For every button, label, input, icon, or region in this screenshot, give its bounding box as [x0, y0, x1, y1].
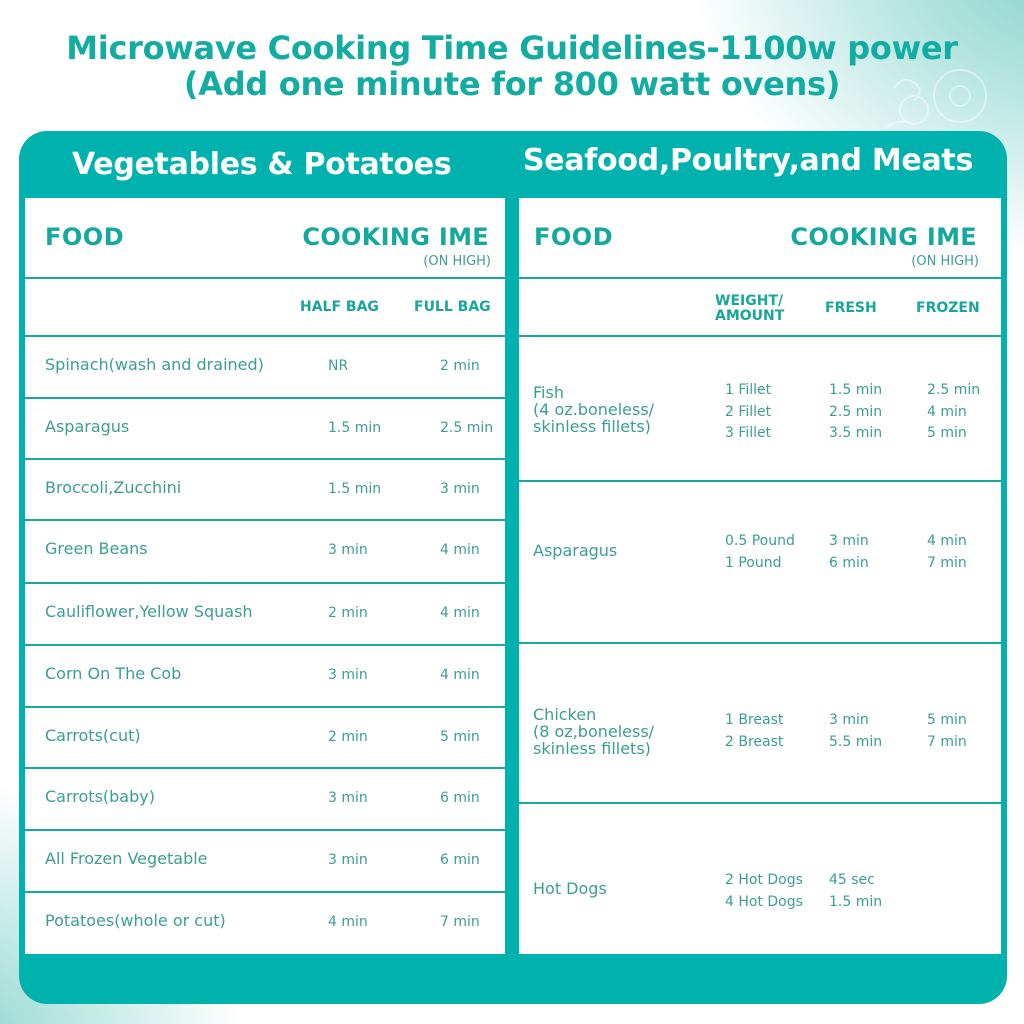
full-bag-time: 2 min — [440, 358, 480, 374]
fresh-header: FRESH — [825, 300, 877, 316]
vegetables-subheader: HALF BAG FULL BAG — [25, 279, 505, 337]
half-bag-time: 3 min — [328, 790, 368, 806]
half-bag-time: 3 min — [328, 542, 368, 558]
full-bag-time: 7 min — [440, 914, 480, 930]
frozen-time-list: 5 min 7 min — [927, 712, 967, 750]
full-bag-header: FULL BAG — [414, 299, 491, 315]
table-row: Green Beans 3 min 4 min — [25, 521, 505, 584]
food-name: Green Beans — [45, 539, 148, 558]
frozen-time-list: 2.5 min 4 min 5 min — [927, 382, 981, 441]
amount-list: 1 Fillet 2 Fillet 3 Fillet — [725, 382, 772, 441]
vegetables-table: FOOD COOKING IME (ON HIGH) HALF BAG FULL… — [25, 198, 505, 954]
table-row: Asparagus 1.5 min 2.5 min — [25, 399, 505, 460]
food-name: Asparagus — [45, 417, 130, 436]
table-row-hot-dogs: Hot Dogs 2 Hot Dogs 4 Hot Dogs 45 sec 1.… — [519, 804, 1001, 954]
food-name: Hot Dogs — [533, 879, 607, 898]
food-column-header: FOOD — [534, 223, 614, 251]
half-bag-time: NR — [328, 358, 349, 374]
title-line-1: Microwave Cooking Time Guidelines-1100w … — [66, 29, 958, 67]
food-name: Fish (4 oz.boneless/ skinless fillets) — [533, 383, 655, 436]
amount-list: 2 Hot Dogs 4 Hot Dogs — [725, 872, 803, 910]
table-row: Cauliflower,Yellow Squash 2 min 4 min — [25, 584, 505, 646]
table-row: Spinach(wash and drained) NR 2 min — [25, 337, 505, 399]
full-bag-time: 4 min — [440, 605, 480, 621]
on-high-note: (ON HIGH) — [423, 254, 491, 269]
half-bag-header: HALF BAG — [300, 299, 379, 315]
full-bag-time: 6 min — [440, 852, 480, 868]
full-bag-time: 4 min — [440, 542, 480, 558]
amount-list: 0.5 Pound 1 Pound — [725, 533, 795, 571]
table-row-chicken: Chicken (8 oz,boneless/ skinless fillets… — [519, 644, 1001, 804]
table-row: Carrots(baby) 3 min 6 min — [25, 769, 505, 831]
page-title: Microwave Cooking Time Guidelines-1100w … — [0, 30, 1024, 102]
on-high-note: (ON HIGH) — [911, 254, 979, 269]
full-bag-time: 4 min — [440, 667, 480, 683]
cooking-time-header: COOKING IME — [790, 223, 977, 251]
weight-amount-header: WEIGHT/ AMOUNT — [715, 293, 785, 324]
half-bag-time: 2 min — [328, 605, 368, 621]
full-bag-time: 2.5 min — [440, 420, 494, 436]
table-row: All Frozen Vegetable 3 min 6 min — [25, 831, 505, 893]
fresh-time-list: 3 min 6 min — [829, 533, 869, 571]
fresh-time-list: 1.5 min 2.5 min 3.5 min — [829, 382, 883, 441]
table-row-asparagus: Asparagus 0.5 Pound 1 Pound 3 min 6 min … — [519, 482, 1001, 644]
meats-subheader: WEIGHT/ AMOUNT FRESH FROZEN — [519, 279, 1001, 337]
frozen-header: FROZEN — [916, 300, 980, 316]
food-name: Carrots(baby) — [45, 787, 155, 806]
fresh-time-list: 3 min 5.5 min — [829, 712, 883, 750]
frozen-time-list: 4 min 7 min — [927, 533, 967, 571]
full-bag-time: 6 min — [440, 790, 480, 806]
full-bag-time: 5 min — [440, 729, 480, 745]
meats-table-header: FOOD COOKING IME (ON HIGH) — [519, 198, 1001, 279]
table-row-fish: Fish (4 oz.boneless/ skinless fillets) 1… — [519, 337, 1001, 482]
amount-list: 1 Breast 2 Breast — [725, 712, 784, 750]
food-column-header: FOOD — [45, 223, 125, 251]
food-name: Potatoes(whole or cut) — [45, 911, 226, 930]
meats-section-title: Seafood,Poultry,and Meats — [523, 143, 974, 178]
cooking-time-header: COOKING IME — [302, 223, 489, 251]
food-name: All Frozen Vegetable — [45, 849, 208, 868]
food-name: Broccoli,Zucchini — [45, 478, 182, 497]
half-bag-time: 3 min — [328, 852, 368, 868]
vegetables-table-header: FOOD COOKING IME (ON HIGH) — [25, 198, 505, 279]
table-row: Corn On The Cob 3 min 4 min — [25, 646, 505, 708]
table-row: Broccoli,Zucchini 1.5 min 3 min — [25, 460, 505, 521]
food-name: Asparagus — [533, 541, 618, 560]
full-bag-time: 3 min — [440, 481, 480, 497]
title-line-2: (Add one minute for 800 watt ovens) — [183, 65, 841, 103]
vegetables-rows: Spinach(wash and drained) NR 2 min Aspar… — [25, 337, 505, 953]
food-name: Spinach(wash and drained) — [45, 355, 264, 374]
half-bag-time: 2 min — [328, 729, 368, 745]
half-bag-time: 3 min — [328, 667, 368, 683]
decorative-flower-icon — [883, 69, 987, 129]
half-bag-time: 1.5 min — [328, 481, 382, 497]
food-name: Cauliflower,Yellow Squash — [45, 602, 253, 621]
half-bag-time: 1.5 min — [328, 420, 382, 436]
table-row: Potatoes(whole or cut) 4 min 7 min — [25, 893, 505, 953]
food-name: Corn On The Cob — [45, 664, 182, 683]
half-bag-time: 4 min — [328, 914, 368, 930]
food-name: Chicken (8 oz,boneless/ skinless fillets… — [533, 705, 655, 758]
vegetables-section-title: Vegetables & Potatoes — [72, 147, 452, 182]
meats-table: FOOD COOKING IME (ON HIGH) WEIGHT/ AMOUN… — [519, 198, 1001, 954]
food-name: Carrots(cut) — [45, 726, 141, 745]
table-row: Carrots(cut) 2 min 5 min — [25, 708, 505, 769]
fresh-time-list: 45 sec 1.5 min — [829, 872, 883, 910]
